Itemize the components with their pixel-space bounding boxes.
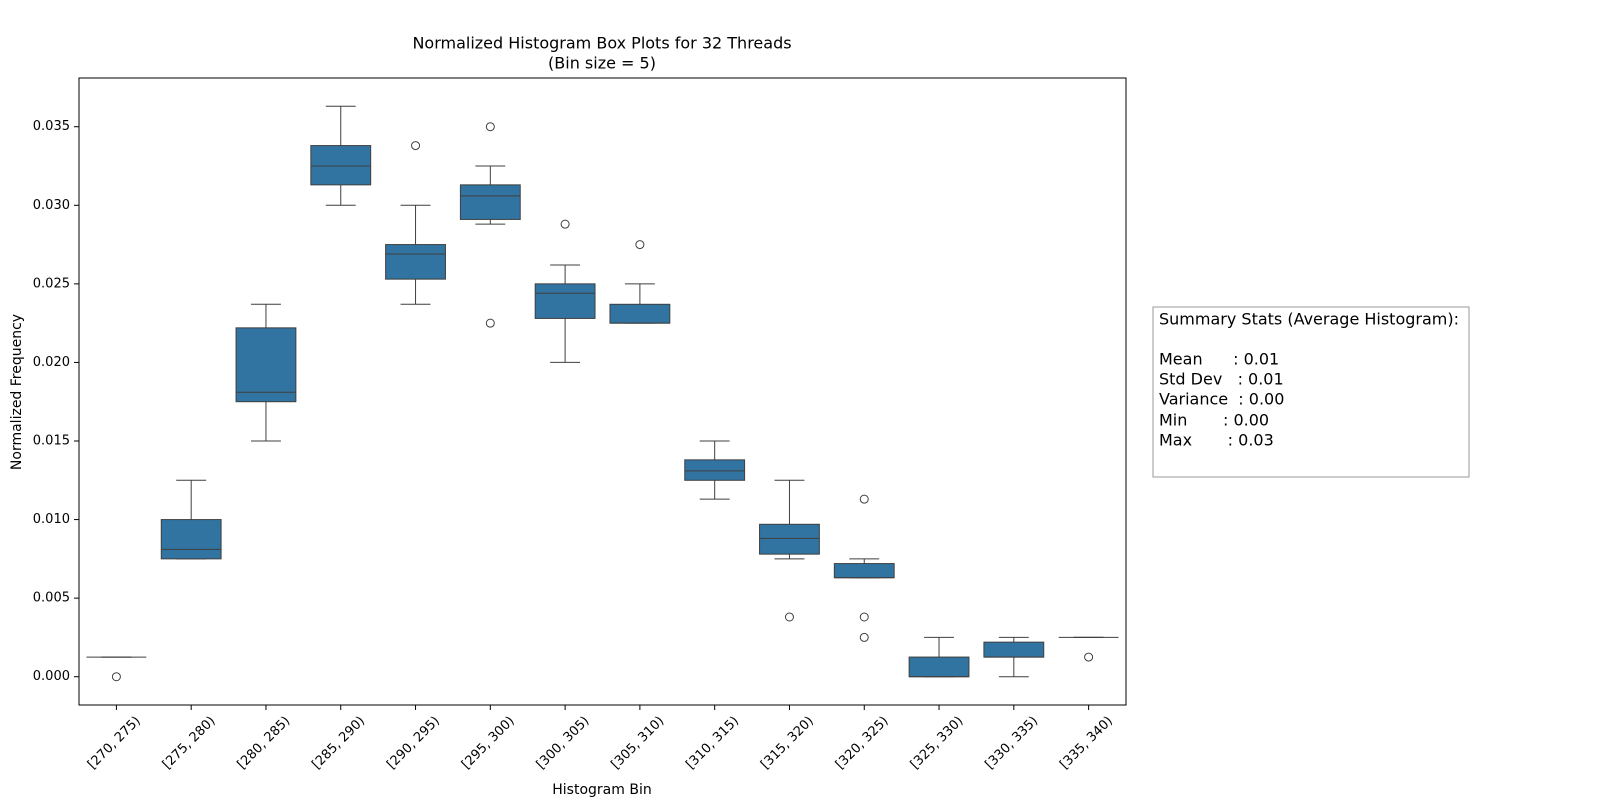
y-tick-label: 0.005 bbox=[33, 591, 70, 606]
y-tick-label: 0.020 bbox=[33, 355, 70, 370]
box bbox=[908, 656, 970, 678]
outlier bbox=[1084, 652, 1094, 662]
outlier bbox=[485, 122, 495, 132]
x-tick-label: [280, 285) bbox=[235, 714, 294, 773]
box bbox=[459, 184, 521, 220]
y-tick-label: 0.025 bbox=[33, 276, 70, 291]
outlier bbox=[411, 141, 421, 151]
x-tick-label: [325, 330) bbox=[908, 714, 967, 773]
outlier bbox=[635, 240, 645, 250]
summary-line: Std Dev : 0.01 bbox=[1159, 370, 1284, 389]
summary-line: Max : 0.03 bbox=[1159, 431, 1274, 450]
box bbox=[609, 303, 671, 324]
box bbox=[310, 145, 372, 186]
x-tick-label: [285, 290) bbox=[309, 714, 368, 773]
summary-line: Mean : 0.01 bbox=[1159, 350, 1279, 369]
x-tick-label: [300, 305) bbox=[534, 714, 593, 773]
summary-line: Min : 0.00 bbox=[1159, 411, 1269, 430]
box bbox=[684, 459, 746, 481]
chart-subtitle: (Bin size = 5) bbox=[548, 54, 656, 73]
y-tick-label: 0.035 bbox=[33, 119, 70, 134]
x-tick-label: [305, 310) bbox=[609, 714, 668, 773]
outlier bbox=[111, 672, 121, 682]
box bbox=[534, 283, 596, 319]
y-tick-label: 0.010 bbox=[33, 512, 70, 527]
box bbox=[983, 641, 1045, 658]
chart-title: Normalized Histogram Box Plots for 32 Th… bbox=[412, 34, 791, 53]
x-tick-label: [275, 280) bbox=[160, 714, 219, 773]
x-tick-label: [270, 275) bbox=[85, 714, 144, 773]
y-tick-label: 0.015 bbox=[33, 434, 70, 449]
x-tick-label: [315, 320) bbox=[758, 714, 817, 773]
plot-frame bbox=[78, 77, 1127, 706]
x-tick-label: [310, 315) bbox=[683, 714, 742, 773]
outlier bbox=[485, 318, 495, 328]
box bbox=[235, 327, 297, 403]
x-tick-label: [335, 340) bbox=[1057, 714, 1116, 773]
x-tick-label: [295, 300) bbox=[459, 714, 518, 773]
box bbox=[833, 563, 895, 579]
x-axis-label: Histogram Bin bbox=[552, 782, 651, 798]
y-tick-label: 0.030 bbox=[33, 198, 70, 213]
outlier bbox=[859, 612, 869, 622]
y-axis-label: Normalized Frequency bbox=[9, 314, 25, 470]
outlier bbox=[859, 632, 869, 642]
outlier bbox=[859, 494, 869, 504]
summary-title: Summary Stats (Average Histogram): bbox=[1159, 310, 1459, 329]
summary-line: Variance : 0.00 bbox=[1159, 390, 1284, 409]
box bbox=[759, 523, 820, 555]
x-tick-label: [320, 325) bbox=[833, 714, 892, 773]
x-tick-label: [290, 295) bbox=[384, 714, 443, 773]
x-tick-label: [330, 335) bbox=[982, 714, 1041, 773]
summary-box bbox=[1152, 306, 1470, 478]
box bbox=[385, 244, 446, 280]
box bbox=[160, 519, 222, 560]
y-tick-label: 0.000 bbox=[33, 669, 70, 684]
outlier bbox=[560, 219, 570, 229]
outlier bbox=[784, 612, 794, 622]
